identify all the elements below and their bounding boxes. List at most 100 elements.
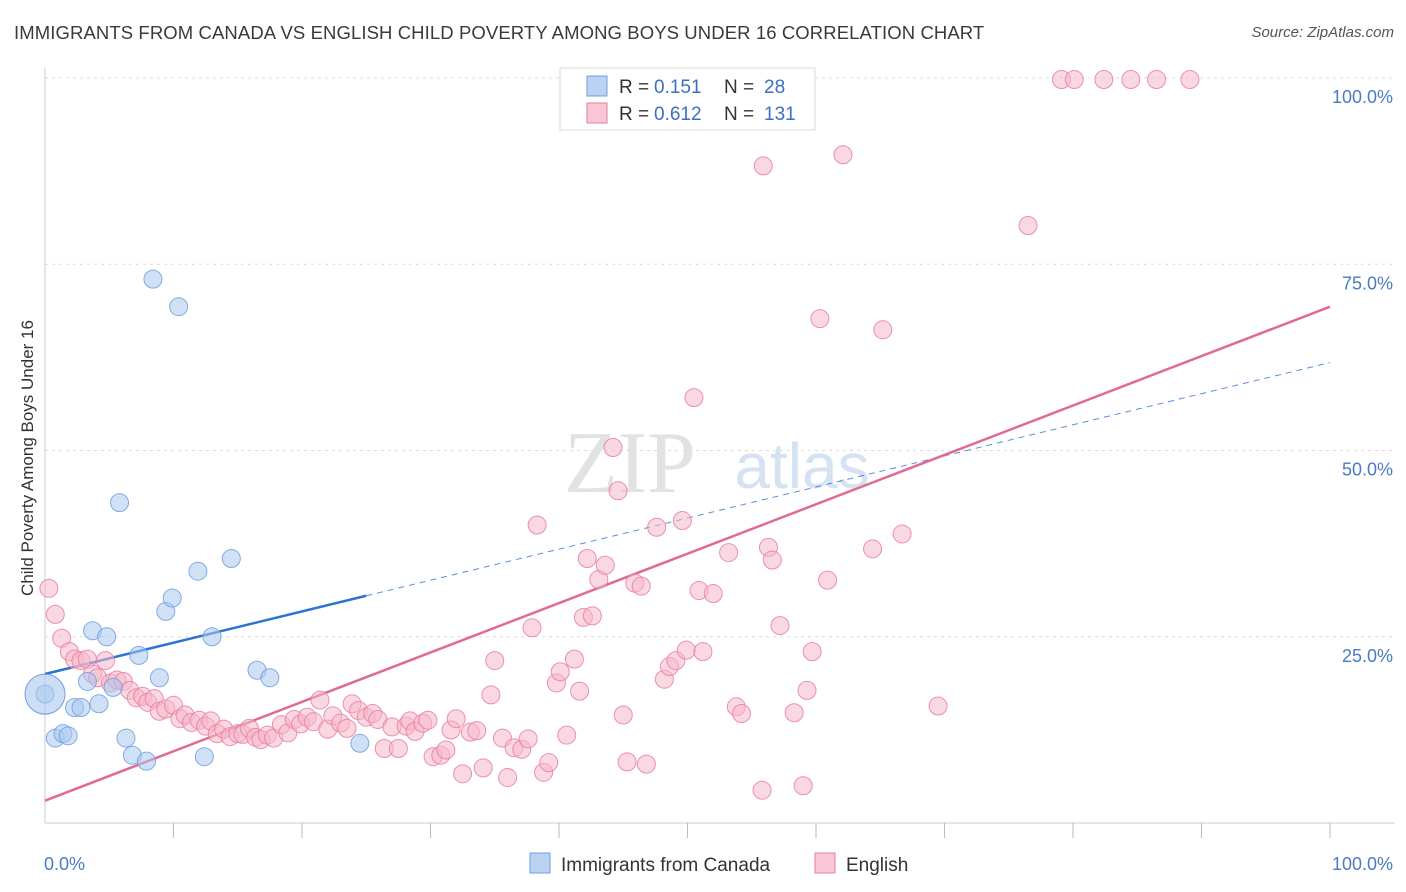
english-point xyxy=(797,680,817,700)
english-point xyxy=(873,320,893,340)
canada-point xyxy=(350,733,370,753)
english-point xyxy=(719,543,739,563)
english-point xyxy=(45,604,65,624)
canada-point xyxy=(162,588,182,608)
english-point xyxy=(539,753,559,773)
canada-point xyxy=(137,751,157,771)
data-points xyxy=(24,69,1200,800)
english-point xyxy=(481,685,501,705)
english-point xyxy=(337,718,357,738)
watermark-zip: ZIP xyxy=(564,415,696,512)
english-point xyxy=(636,754,656,774)
canada-point xyxy=(194,747,214,767)
english-point xyxy=(1147,69,1167,89)
english-point xyxy=(95,651,115,671)
english-point xyxy=(752,780,772,800)
canada-point xyxy=(169,297,189,317)
canada-bubble-point xyxy=(24,673,66,715)
english-point xyxy=(928,696,948,716)
english-point xyxy=(1180,69,1200,89)
canada-point xyxy=(77,671,97,691)
canada-point xyxy=(116,728,136,748)
x-tick-label: 100.0% xyxy=(1332,854,1393,874)
canada-point xyxy=(71,698,91,718)
english-point xyxy=(833,145,853,165)
english-point xyxy=(453,764,473,784)
english-point xyxy=(582,606,602,626)
english-point xyxy=(564,649,584,669)
english-point xyxy=(473,758,493,778)
english-point xyxy=(557,725,577,745)
english-point xyxy=(446,709,466,729)
english-point xyxy=(647,517,667,537)
english-point xyxy=(892,524,912,544)
english-point xyxy=(527,515,547,535)
bottom-legend-swatch xyxy=(814,852,836,874)
legend-swatch xyxy=(586,75,608,97)
english-point xyxy=(684,388,704,408)
english-point xyxy=(731,703,751,723)
source-label: Source: ZipAtlas.com xyxy=(1251,24,1394,41)
english-point xyxy=(1094,69,1114,89)
english-point xyxy=(522,618,542,638)
english-point xyxy=(703,584,723,604)
legend-swatch xyxy=(586,102,608,124)
english-point xyxy=(753,156,773,176)
english-point xyxy=(570,681,590,701)
english-point xyxy=(863,539,883,559)
english-point xyxy=(784,703,804,723)
legend: R = 0.151 N = 28 R = 0.612 N = 131 xyxy=(559,67,816,131)
watermark-atlas: atlas xyxy=(734,430,869,502)
chart-title: IMMIGRANTS FROM CANADA VS ENGLISH CHILD … xyxy=(14,22,985,43)
legend-n-value: 131 xyxy=(764,104,796,125)
y-axis-title: Child Poverty Among Boys Under 16 xyxy=(18,320,37,596)
english-point xyxy=(613,705,633,725)
legend-n-label: N = xyxy=(724,77,754,98)
english-point xyxy=(672,511,692,531)
english-point xyxy=(436,740,456,760)
english-point xyxy=(388,739,408,758)
canada-point xyxy=(260,668,280,688)
bottom-legend-swatch xyxy=(529,852,551,874)
english-point xyxy=(818,570,838,590)
english-point xyxy=(518,729,538,749)
english-point xyxy=(1121,69,1141,89)
canada-point xyxy=(89,694,109,714)
english-point xyxy=(676,640,696,660)
english-point xyxy=(762,550,782,570)
english-point xyxy=(467,721,487,741)
canada-point xyxy=(58,726,78,746)
english-point xyxy=(770,616,790,636)
english-point xyxy=(631,576,651,596)
english-point xyxy=(1064,69,1084,89)
english-trend-line xyxy=(44,305,1331,802)
canada-trend-extension xyxy=(366,362,1331,597)
watermark: ZIP atlas xyxy=(564,415,870,512)
legend-r-label: R = xyxy=(619,104,649,125)
legend-r-label: R = xyxy=(619,77,649,98)
canada-point xyxy=(110,493,130,513)
english-point xyxy=(793,776,813,796)
legend-n-label: N = xyxy=(724,104,754,125)
english-point xyxy=(802,642,822,662)
english-point xyxy=(577,549,597,569)
legend-r-value: 0.612 xyxy=(654,104,702,125)
legend-r-value: 0.151 xyxy=(654,77,702,98)
legend-n-value: 28 xyxy=(764,77,785,98)
x-tick-labels: 0.0% 100.0% xyxy=(44,854,1393,874)
canada-point xyxy=(103,677,123,697)
english-point xyxy=(498,768,518,788)
english-point xyxy=(418,710,438,730)
y-tick-labels: 25.0% 50.0% 75.0% 100.0% xyxy=(1332,87,1393,666)
english-point xyxy=(310,690,330,710)
canada-point xyxy=(129,645,149,665)
english-point xyxy=(1018,216,1038,236)
english-point xyxy=(603,438,623,458)
y-tick-label: 100.0% xyxy=(1332,87,1393,107)
english-point xyxy=(39,578,59,598)
y-tick-label: 50.0% xyxy=(1342,460,1393,480)
english-point xyxy=(693,642,713,662)
canada-point xyxy=(188,561,208,581)
canada-point xyxy=(97,627,117,647)
